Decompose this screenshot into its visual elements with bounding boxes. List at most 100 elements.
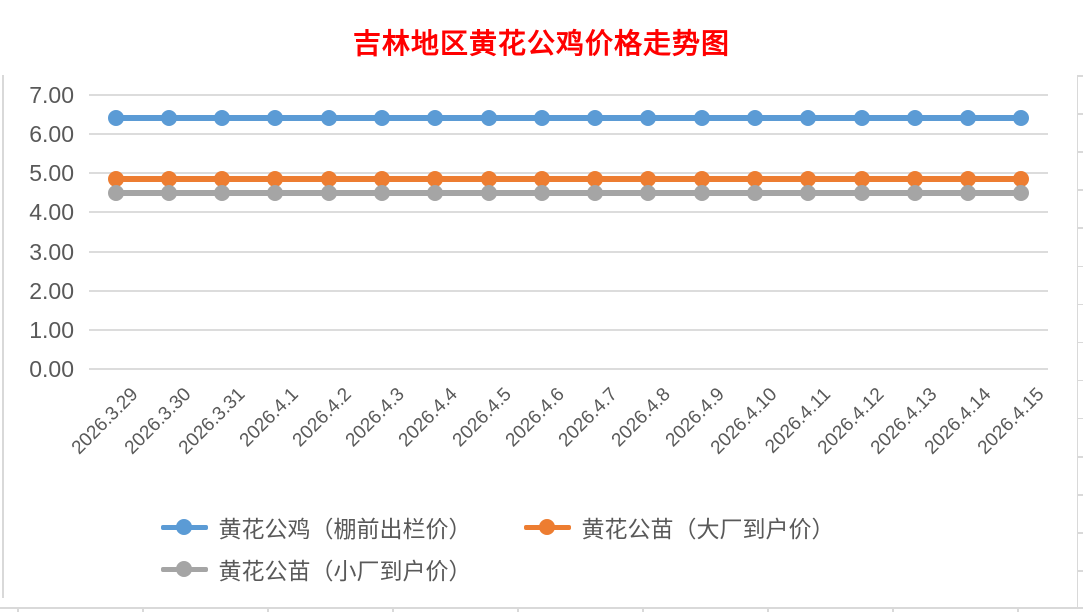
data-point — [427, 184, 444, 201]
data-point — [480, 171, 497, 188]
data-point — [587, 184, 604, 201]
data-point — [746, 110, 763, 127]
data-point — [587, 110, 604, 127]
y-axis-label: 6.00 — [29, 121, 74, 148]
data-point — [533, 171, 550, 188]
right-axis-tick — [1076, 417, 1083, 420]
data-point — [374, 110, 391, 127]
data-point — [320, 184, 337, 201]
data-point — [320, 171, 337, 188]
gridline — [89, 172, 1048, 175]
legend-dot-swatch — [539, 519, 555, 535]
bottom-axis-tick — [392, 607, 394, 612]
data-point — [960, 110, 977, 127]
y-axis-label: 0.00 — [29, 356, 74, 382]
right-axis-tick — [1076, 265, 1083, 267]
right-axis-tick — [1076, 151, 1083, 153]
gridline — [89, 133, 1048, 136]
data-point — [906, 184, 923, 201]
data-point — [267, 110, 284, 127]
data-point — [160, 110, 177, 127]
data-point — [160, 184, 177, 201]
left-axis-line — [2, 75, 4, 598]
gridline — [89, 328, 1048, 331]
gridline — [89, 289, 1048, 292]
legend-item-3: 黄花公苗（小厂到户价） — [160, 550, 472, 588]
y-axis-label: 5.00 — [29, 160, 74, 187]
data-point — [1013, 184, 1030, 201]
right-axis-tick — [1076, 303, 1083, 306]
right-axis-tick — [1076, 75, 1083, 77]
right-axis-tick — [1076, 341, 1083, 344]
right-axis-tick — [1076, 379, 1083, 382]
data-point — [107, 110, 124, 127]
data-point — [960, 184, 977, 201]
data-point — [800, 110, 817, 127]
data-point — [746, 171, 763, 188]
data-point — [800, 184, 817, 201]
data-point — [1013, 171, 1030, 188]
data-point — [640, 110, 657, 127]
bottom-axis-tick — [142, 607, 144, 612]
data-point — [693, 171, 710, 188]
legend-label: 黄花公苗（大厂到户价） — [581, 517, 835, 543]
legend-marker — [160, 561, 208, 577]
data-point — [214, 171, 231, 188]
data-point — [906, 171, 923, 188]
data-point — [906, 110, 923, 127]
bottom-axis-tick — [642, 607, 644, 612]
legend-label: 黄花公鸡（棚前出栏价） — [218, 517, 472, 543]
data-point — [480, 184, 497, 201]
data-point — [320, 110, 337, 127]
data-point — [533, 184, 550, 201]
gridline — [89, 250, 1048, 253]
data-point — [160, 171, 177, 188]
data-point — [587, 171, 604, 188]
data-point — [960, 171, 977, 188]
gridline — [89, 211, 1048, 214]
data-point — [480, 110, 497, 127]
right-axis-line — [1076, 75, 1078, 608]
gridline — [89, 94, 1048, 96]
data-point — [427, 110, 444, 127]
data-point — [214, 184, 231, 201]
bottom-axis-tick — [767, 607, 769, 612]
y-axis-label: 3.00 — [29, 238, 74, 265]
legend-marker — [523, 519, 571, 535]
data-point — [746, 184, 763, 201]
series-line-3 — [115, 189, 1022, 196]
data-point — [107, 184, 124, 201]
data-point — [533, 110, 550, 127]
right-axis-tick — [1076, 570, 1083, 572]
bottom-frame-line — [0, 607, 1083, 609]
data-point — [427, 171, 444, 188]
data-point — [640, 171, 657, 188]
legend-label: 黄花公苗（小厂到户价） — [218, 559, 472, 585]
bottom-axis-tick — [1017, 607, 1019, 612]
legend-dot-swatch — [176, 519, 192, 535]
bottom-axis-tick — [267, 607, 269, 612]
y-axis-label: 1.00 — [29, 316, 74, 343]
x-axis-label: 2026.4.4 — [395, 384, 463, 452]
data-point — [1013, 110, 1030, 127]
x-axis-label: 2026.4.8 — [608, 384, 676, 452]
right-axis-tick — [1076, 113, 1083, 115]
bottom-axis-tick — [892, 607, 894, 612]
right-axis-tick — [1076, 494, 1083, 496]
data-point — [107, 171, 124, 188]
data-point — [214, 110, 231, 127]
right-axis-tick — [1076, 532, 1083, 534]
data-point — [267, 184, 284, 201]
x-axis-label: 2026.4.5 — [448, 384, 516, 452]
right-axis-tick — [1076, 189, 1083, 191]
legend-item-1: 黄花公鸡（棚前出栏价） — [160, 508, 472, 546]
data-point — [693, 184, 710, 201]
data-point — [853, 171, 870, 188]
data-point — [267, 171, 284, 188]
legend: 黄花公鸡（棚前出栏价） 黄花公苗（大厂到户价） 黄花公苗（小厂到户价） — [160, 508, 923, 588]
data-point — [374, 184, 391, 201]
y-axis-label: 7.00 — [29, 82, 74, 108]
legend-dot-swatch — [176, 561, 192, 577]
series-line-1 — [115, 115, 1022, 122]
